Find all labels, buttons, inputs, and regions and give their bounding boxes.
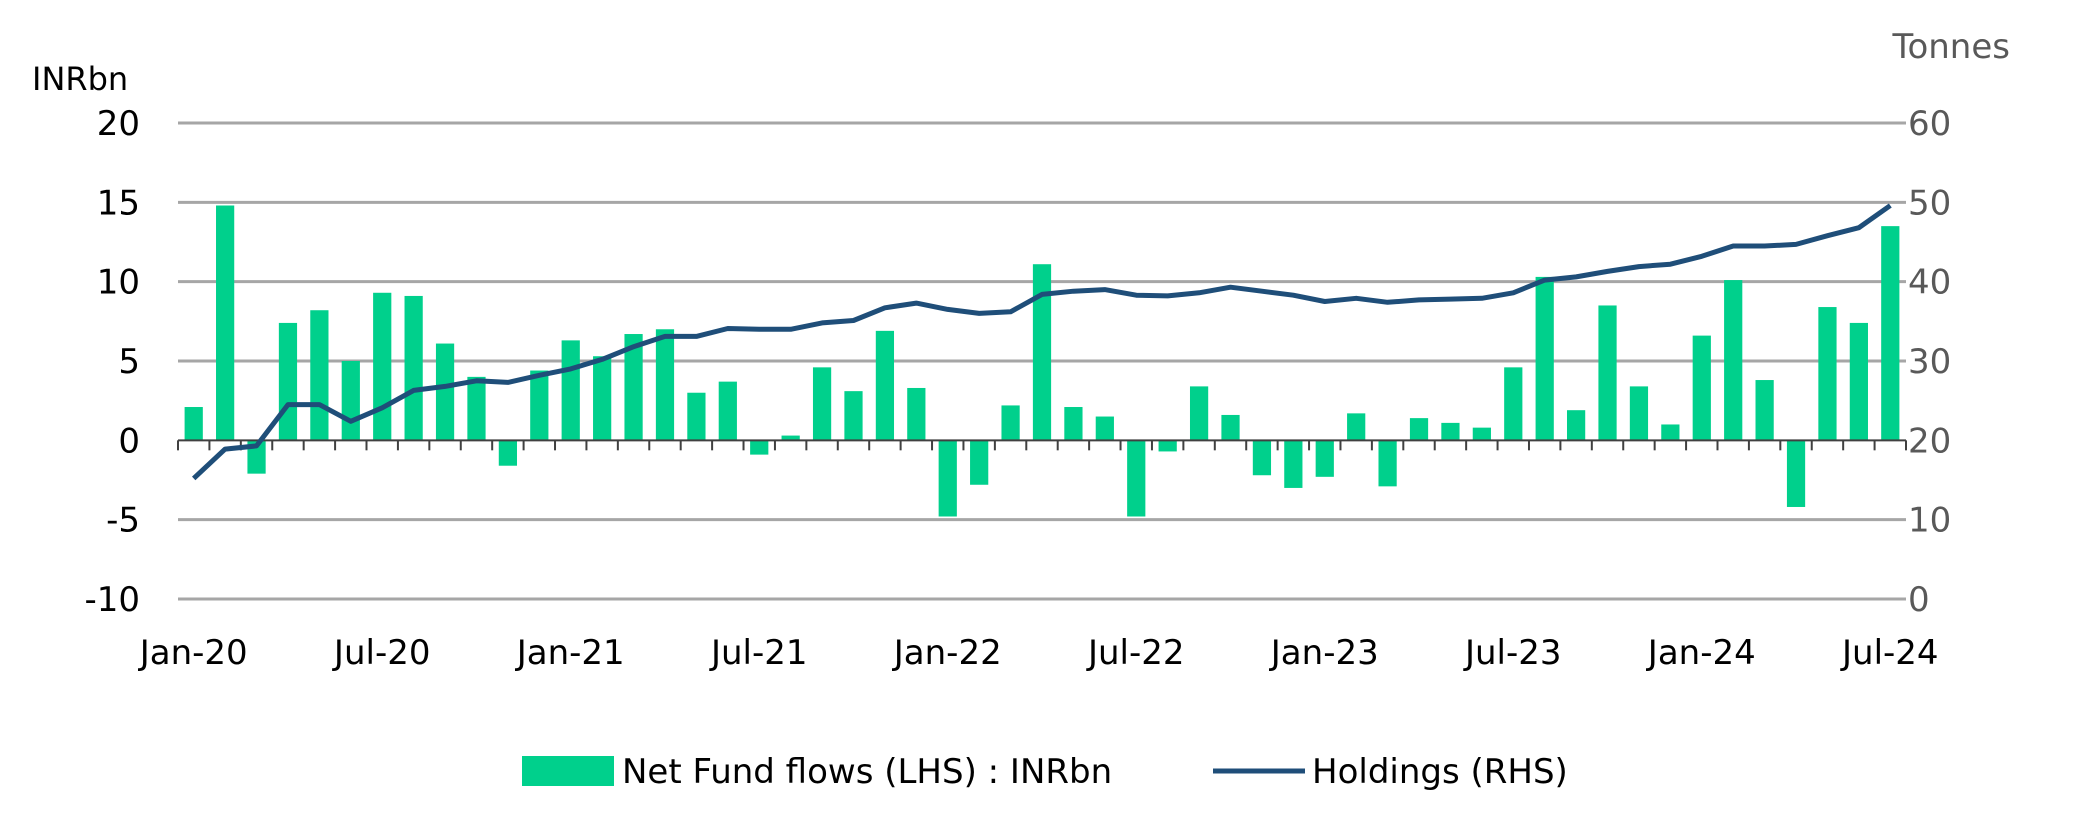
bar-Oct-23	[1598, 305, 1617, 441]
bar-Aug-21	[781, 435, 800, 441]
bar-Sep-20	[435, 343, 455, 441]
right-tick-label: 20	[1908, 421, 1951, 461]
bar-Jun-20	[341, 361, 360, 441]
left-tick-label: 20	[97, 104, 140, 144]
legend-swatch-bars	[522, 756, 614, 786]
zero-axis	[177, 439, 1907, 451]
bar-Oct-21	[844, 391, 863, 441]
legend: Net Fund flows (LHS) : INRbn Holdings (R…	[522, 752, 1568, 792]
bar-Aug-23	[1535, 276, 1554, 441]
bar-May-23	[1441, 422, 1460, 441]
bar-Mar-24	[1755, 380, 1774, 441]
right-tick-label: 50	[1908, 183, 1951, 223]
bar-May-20	[310, 310, 329, 441]
bar-series-net-fund-flows	[184, 205, 1900, 517]
bar-Jul-23	[1504, 367, 1523, 441]
bar-Feb-21	[593, 356, 612, 441]
bar-Jan-20	[184, 407, 203, 441]
bar-Jan-22	[938, 440, 957, 517]
legend-label-bars: Net Fund flows (LHS) : INRbn	[622, 752, 1112, 792]
x-tick-label: Jan-20	[138, 633, 248, 673]
left-tick-label: 5	[118, 342, 140, 382]
bar-Jul-21	[750, 440, 769, 455]
x-axis: Jan-20 Jul-20 Jan-21 Jul-21 Jan-22 Jul-22 Jan-…	[138, 633, 1939, 673]
bar-Dec-20	[530, 370, 549, 441]
bar-Jul-22	[1127, 440, 1146, 517]
x-tick-label: Jul-24	[1840, 633, 1939, 673]
bar-Sep-23	[1566, 410, 1586, 441]
bar-Aug-20	[404, 295, 423, 441]
bar-Jul-20	[373, 292, 392, 441]
x-tick-label: Jan-24	[1646, 633, 1756, 673]
bar-Dec-22	[1284, 440, 1303, 488]
left-tick-label: 15	[97, 183, 140, 223]
left-tick-label: -5	[106, 501, 140, 541]
bar-Nov-21	[875, 330, 895, 441]
x-tick-label: Jan-22	[892, 633, 1002, 673]
x-tick-label: Jul-22	[1086, 633, 1185, 673]
bar-Feb-23	[1347, 413, 1366, 441]
bar-Sep-22	[1189, 386, 1209, 441]
bar-Aug-22	[1158, 440, 1177, 452]
x-tick-label: Jan-23	[1269, 633, 1379, 673]
bar-Apr-20	[278, 322, 298, 441]
bar-Jan-24	[1692, 335, 1711, 441]
bar-Feb-24	[1724, 280, 1743, 441]
right-tick-label: 10	[1908, 501, 1951, 541]
bar-Sep-21	[812, 367, 832, 441]
right-axis: Tonnes 60 50 40 30 20 10 0	[1891, 27, 2010, 620]
x-tick-label: Jul-20	[332, 633, 431, 673]
bar-Apr-21	[655, 329, 675, 441]
bar-Dec-23	[1661, 424, 1680, 441]
bar-Feb-22	[970, 440, 989, 485]
right-tick-label: 30	[1908, 342, 1951, 382]
right-axis-unit: Tonnes	[1891, 27, 2010, 67]
bar-Jan-21	[561, 340, 580, 441]
x-tick-label: Jul-23	[1463, 633, 1562, 673]
bar-Nov-23	[1629, 386, 1649, 441]
bar-Nov-22	[1252, 440, 1272, 476]
bar-Mar-21	[624, 334, 643, 441]
bar-Jun-23	[1472, 427, 1491, 441]
bar-Jun-21	[718, 381, 737, 441]
bar-Jan-23	[1315, 440, 1334, 477]
bar-Oct-22	[1221, 414, 1240, 441]
bar-Mar-23	[1378, 440, 1397, 487]
bar-Jun-22	[1095, 416, 1114, 441]
right-tick-label: 60	[1908, 104, 1951, 144]
line-series-holdings	[191, 203, 1892, 481]
bar-Feb-20	[216, 205, 235, 441]
right-tick-label: 0	[1908, 580, 1930, 620]
left-tick-label: -10	[84, 580, 140, 620]
x-tick-label: Jan-21	[515, 633, 625, 673]
x-tick-label: Jul-21	[709, 633, 808, 673]
bar-Apr-24	[1786, 440, 1806, 507]
holdings-line	[191, 203, 1892, 481]
bar-Jul-24	[1881, 226, 1900, 441]
bar-Mar-22	[1001, 405, 1020, 441]
bar-Apr-22	[1032, 264, 1052, 441]
left-axis-unit: INRbn	[32, 60, 128, 98]
left-axis: INRbn 20 15 10 5 0 -5 -10	[32, 60, 140, 620]
bar-May-24	[1818, 307, 1837, 441]
legend-label-line: Holdings (RHS)	[1312, 752, 1568, 792]
bar-Dec-21	[907, 387, 926, 441]
bar-May-21	[687, 392, 706, 441]
left-tick-label: 0	[118, 421, 140, 461]
right-tick-label: 40	[1908, 263, 1951, 303]
left-tick-label: 10	[97, 263, 140, 303]
bar-May-22	[1064, 407, 1083, 441]
bar-Apr-23	[1409, 418, 1429, 441]
bar-Oct-20	[467, 376, 486, 441]
bar-Nov-20	[498, 440, 518, 466]
bar-Jun-24	[1849, 322, 1868, 441]
